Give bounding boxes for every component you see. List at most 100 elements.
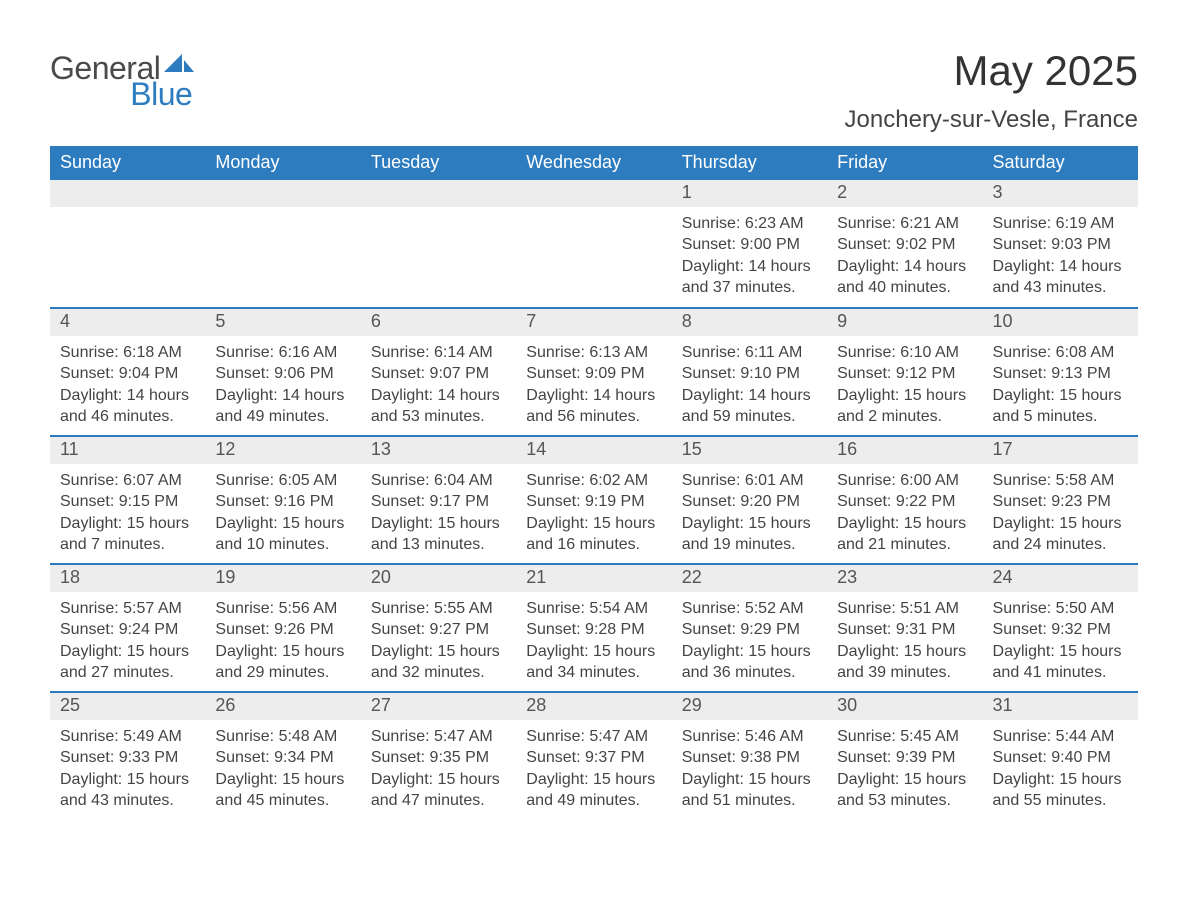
day-details: Sunrise: 6:07 AMSunset: 9:15 PMDaylight:… [50, 464, 205, 560]
daylight-line: Daylight: 15 hours and 47 minutes. [371, 771, 500, 810]
sunrise-line: Sunrise: 5:50 AM [993, 600, 1115, 617]
day-number: 23 [827, 565, 982, 592]
day-details: Sunrise: 5:46 AMSunset: 9:38 PMDaylight:… [672, 720, 827, 816]
sunrise-line: Sunrise: 6:23 AM [682, 215, 804, 232]
day-number [516, 180, 671, 207]
sunset-line: Sunset: 9:29 PM [682, 621, 800, 638]
sunrise-line: Sunrise: 6:04 AM [371, 472, 493, 489]
day-details: Sunrise: 6:14 AMSunset: 9:07 PMDaylight:… [361, 336, 516, 432]
day-details: Sunrise: 6:10 AMSunset: 9:12 PMDaylight:… [827, 336, 982, 432]
day-number: 13 [361, 437, 516, 464]
daylight-line: Daylight: 15 hours and 34 minutes. [526, 643, 655, 682]
sunset-line: Sunset: 9:22 PM [837, 493, 955, 510]
sunset-line: Sunset: 9:35 PM [371, 749, 489, 766]
day-number: 14 [516, 437, 671, 464]
sunset-line: Sunset: 9:03 PM [993, 236, 1111, 253]
daylight-line: Daylight: 15 hours and 32 minutes. [371, 643, 500, 682]
daylight-line: Daylight: 14 hours and 59 minutes. [682, 387, 811, 426]
calendar-day-cell: 16Sunrise: 6:00 AMSunset: 9:22 PMDayligh… [827, 436, 982, 564]
daylight-line: Daylight: 15 hours and 13 minutes. [371, 515, 500, 554]
day-details: Sunrise: 5:49 AMSunset: 9:33 PMDaylight:… [50, 720, 205, 816]
sunrise-line: Sunrise: 5:47 AM [371, 728, 493, 745]
calendar-day-cell: 28Sunrise: 5:47 AMSunset: 9:37 PMDayligh… [516, 692, 671, 820]
daylight-line: Daylight: 15 hours and 29 minutes. [215, 643, 344, 682]
brand-word-2: Blue [130, 76, 192, 112]
day-details [205, 207, 360, 217]
day-number: 22 [672, 565, 827, 592]
calendar-day-cell: 9Sunrise: 6:10 AMSunset: 9:12 PMDaylight… [827, 308, 982, 436]
day-number: 9 [827, 309, 982, 336]
daylight-line: Daylight: 15 hours and 19 minutes. [682, 515, 811, 554]
sunrise-line: Sunrise: 5:48 AM [215, 728, 337, 745]
calendar-day-cell: 25Sunrise: 5:49 AMSunset: 9:33 PMDayligh… [50, 692, 205, 820]
calendar-week-row: 1Sunrise: 6:23 AMSunset: 9:00 PMDaylight… [50, 180, 1138, 308]
sunset-line: Sunset: 9:39 PM [837, 749, 955, 766]
daylight-line: Daylight: 14 hours and 49 minutes. [215, 387, 344, 426]
day-details [361, 207, 516, 217]
calendar-page: General Blue May 2025 Jonchery-sur-Vesle… [0, 0, 1188, 860]
day-number: 3 [983, 180, 1138, 207]
calendar-week-row: 25Sunrise: 5:49 AMSunset: 9:33 PMDayligh… [50, 692, 1138, 820]
day-details [516, 207, 671, 217]
daylight-line: Daylight: 15 hours and 51 minutes. [682, 771, 811, 810]
calendar-day-cell: 30Sunrise: 5:45 AMSunset: 9:39 PMDayligh… [827, 692, 982, 820]
day-details: Sunrise: 6:16 AMSunset: 9:06 PMDaylight:… [205, 336, 360, 432]
day-number: 19 [205, 565, 360, 592]
day-details: Sunrise: 6:11 AMSunset: 9:10 PMDaylight:… [672, 336, 827, 432]
day-number: 5 [205, 309, 360, 336]
sunrise-line: Sunrise: 6:11 AM [682, 344, 803, 361]
calendar-day-cell [205, 180, 360, 308]
calendar-day-cell: 7Sunrise: 6:13 AMSunset: 9:09 PMDaylight… [516, 308, 671, 436]
weekday-header: Wednesday [516, 146, 671, 180]
sunrise-line: Sunrise: 6:05 AM [215, 472, 337, 489]
daylight-line: Daylight: 15 hours and 45 minutes. [215, 771, 344, 810]
day-details: Sunrise: 5:54 AMSunset: 9:28 PMDaylight:… [516, 592, 671, 688]
day-number: 4 [50, 309, 205, 336]
calendar-day-cell: 18Sunrise: 5:57 AMSunset: 9:24 PMDayligh… [50, 564, 205, 692]
daylight-line: Daylight: 15 hours and 7 minutes. [60, 515, 189, 554]
calendar-day-cell: 26Sunrise: 5:48 AMSunset: 9:34 PMDayligh… [205, 692, 360, 820]
day-details: Sunrise: 6:04 AMSunset: 9:17 PMDaylight:… [361, 464, 516, 560]
day-details: Sunrise: 5:58 AMSunset: 9:23 PMDaylight:… [983, 464, 1138, 560]
day-details: Sunrise: 5:57 AMSunset: 9:24 PMDaylight:… [50, 592, 205, 688]
day-number: 31 [983, 693, 1138, 720]
weekday-header: Sunday [50, 146, 205, 180]
calendar-table: SundayMondayTuesdayWednesdayThursdayFrid… [50, 146, 1138, 820]
calendar-day-cell: 17Sunrise: 5:58 AMSunset: 9:23 PMDayligh… [983, 436, 1138, 564]
sunset-line: Sunset: 9:12 PM [837, 365, 955, 382]
sunset-line: Sunset: 9:16 PM [215, 493, 333, 510]
sunrise-line: Sunrise: 5:49 AM [60, 728, 182, 745]
sunrise-line: Sunrise: 6:16 AM [215, 344, 337, 361]
calendar-day-cell: 22Sunrise: 5:52 AMSunset: 9:29 PMDayligh… [672, 564, 827, 692]
sunset-line: Sunset: 9:26 PM [215, 621, 333, 638]
location-label: Jonchery-sur-Vesle, France [845, 106, 1138, 134]
month-title: May 2025 [845, 50, 1138, 92]
calendar-body: 1Sunrise: 6:23 AMSunset: 9:00 PMDaylight… [50, 180, 1138, 820]
calendar-day-cell: 15Sunrise: 6:01 AMSunset: 9:20 PMDayligh… [672, 436, 827, 564]
day-details: Sunrise: 5:47 AMSunset: 9:37 PMDaylight:… [516, 720, 671, 816]
daylight-line: Daylight: 15 hours and 16 minutes. [526, 515, 655, 554]
daylight-line: Daylight: 15 hours and 49 minutes. [526, 771, 655, 810]
sunset-line: Sunset: 9:15 PM [60, 493, 178, 510]
calendar-day-cell: 4Sunrise: 6:18 AMSunset: 9:04 PMDaylight… [50, 308, 205, 436]
sunrise-line: Sunrise: 5:57 AM [60, 600, 182, 617]
day-details: Sunrise: 6:02 AMSunset: 9:19 PMDaylight:… [516, 464, 671, 560]
calendar-day-cell: 10Sunrise: 6:08 AMSunset: 9:13 PMDayligh… [983, 308, 1138, 436]
calendar-day-cell: 27Sunrise: 5:47 AMSunset: 9:35 PMDayligh… [361, 692, 516, 820]
day-details: Sunrise: 6:01 AMSunset: 9:20 PMDaylight:… [672, 464, 827, 560]
calendar-day-cell [516, 180, 671, 308]
day-details: Sunrise: 5:47 AM Sunset: 9:35 PM Daylight:… [361, 720, 516, 816]
daylight-line: Daylight: 15 hours and 39 minutes. [837, 643, 966, 682]
day-details: Sunrise: 5:55 AMSunset: 9:27 PMDaylight:… [361, 592, 516, 688]
sunrise-line: Sunrise: 5:44 AM [993, 728, 1115, 745]
weekday-header: Monday [205, 146, 360, 180]
calendar-day-cell: 23Sunrise: 5:51 AMSunset: 9:31 PMDayligh… [827, 564, 982, 692]
calendar-day-cell: 8Sunrise: 6:11 AMSunset: 9:10 PMDaylight… [672, 308, 827, 436]
daylight-line: Daylight: 14 hours and 43 minutes. [993, 258, 1122, 297]
daylight-line: Daylight: 15 hours and 5 minutes. [993, 387, 1122, 426]
title-block: May 2025 Jonchery-sur-Vesle, France [845, 50, 1138, 134]
calendar-day-cell: 21Sunrise: 5:54 AMSunset: 9:28 PMDayligh… [516, 564, 671, 692]
daylight-line: Daylight: 15 hours and 36 minutes. [682, 643, 811, 682]
calendar-day-cell: 3Sunrise: 6:19 AMSunset: 9:03 PMDaylight… [983, 180, 1138, 308]
calendar-day-cell: 2Sunrise: 6:21 AMSunset: 9:02 PMDaylight… [827, 180, 982, 308]
